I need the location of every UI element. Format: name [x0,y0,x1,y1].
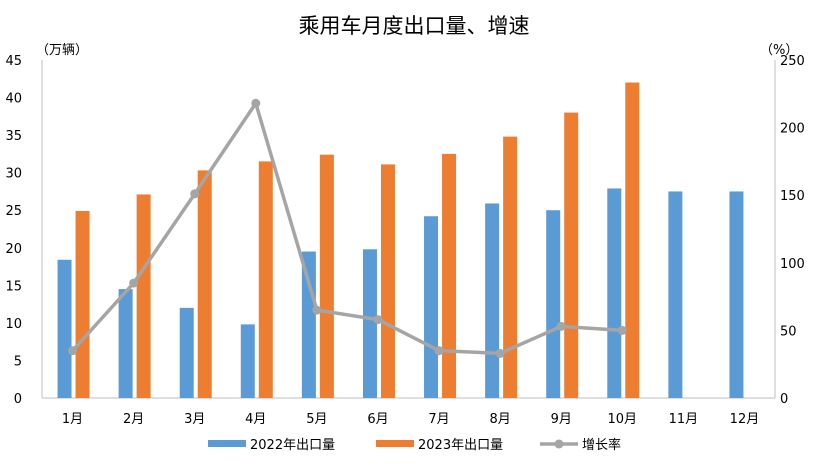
growth-point [617,325,627,335]
y2-tick-label: 250 [780,54,805,69]
y-tick-label: 0 [14,392,22,407]
y-tick-label: 40 [5,92,22,107]
bar-2022年出口量 [485,203,500,398]
bar-2022年出口量 [301,251,316,398]
bar-2023年出口量 [442,153,457,398]
bar-2023年出口量 [625,82,640,399]
y-tick-label: 25 [5,204,22,219]
bar-2022年出口量 [240,324,255,398]
growth-point [129,278,139,288]
bar-2023年出口量 [564,112,579,399]
x-tick-label: 3月 [184,412,205,427]
x-tick-label: 1月 [62,412,83,427]
legend-marker [554,439,564,449]
y2-tick-label: 150 [780,189,805,204]
y-tick-label: 20 [5,242,22,257]
bar-2022年出口量 [179,307,194,398]
growth-point [434,346,444,356]
y-tick-label: 30 [5,167,22,182]
bar-2023年出口量 [319,154,334,398]
growth-point [373,315,383,325]
chart-title: 乘用车月度出口量、增速 [299,14,530,38]
legend-label: 2022年出口量 [250,438,335,453]
bar-2022年出口量 [118,289,133,398]
bar-2022年出口量 [546,210,561,398]
x-tick-label: 5月 [306,412,327,427]
x-tick-label: 10月 [608,412,638,427]
x-tick-label: 4月 [245,412,266,427]
growth-point [190,189,200,199]
legend-label: 2023年出口量 [418,438,503,453]
bar-2022年出口量 [57,259,72,398]
bar-2023年出口量 [75,210,90,398]
y-tick-label: 10 [5,317,22,332]
bar-2023年出口量 [380,164,395,398]
legend-label: 增长率 [582,437,621,453]
bar-2022年出口量 [424,216,439,398]
bar-2023年出口量 [136,194,151,398]
growth-point [495,348,505,358]
x-tick-label: 2月 [123,412,144,427]
x-tick-label: 12月 [730,412,760,427]
bar-2022年出口量 [362,249,377,398]
y-tick-label: 5 [14,354,22,369]
left-axis-unit: （万辆） [36,43,88,58]
bar-2023年出口量 [197,170,212,398]
y-tick-label: 45 [5,54,22,69]
legend-swatch [376,440,414,447]
y2-tick-label: 50 [780,324,797,339]
x-tick-label: 9月 [551,412,572,427]
x-tick-label: 8月 [489,412,510,427]
x-tick-label: 6月 [367,412,388,427]
bar-2023年出口量 [503,136,518,398]
bar-2023年出口量 [258,161,273,398]
y2-tick-label: 200 [780,122,805,137]
y-tick-label: 35 [5,129,22,144]
growth-point [312,305,322,315]
y-tick-label: 15 [5,279,22,294]
x-tick-label: 11月 [669,412,699,427]
growth-line [71,99,623,356]
bar-2022年出口量 [668,191,683,398]
bar-2022年出口量 [607,188,622,398]
growth-point [556,321,566,331]
right-axis-unit: （%） [760,43,798,58]
legend-swatch [208,440,246,447]
growth-point [68,346,78,356]
y2-tick-label: 0 [780,392,788,407]
bar-2022年出口量 [729,191,744,398]
y2-tick-label: 100 [780,257,805,272]
x-tick-label: 7月 [428,412,449,427]
growth-point [251,98,261,108]
